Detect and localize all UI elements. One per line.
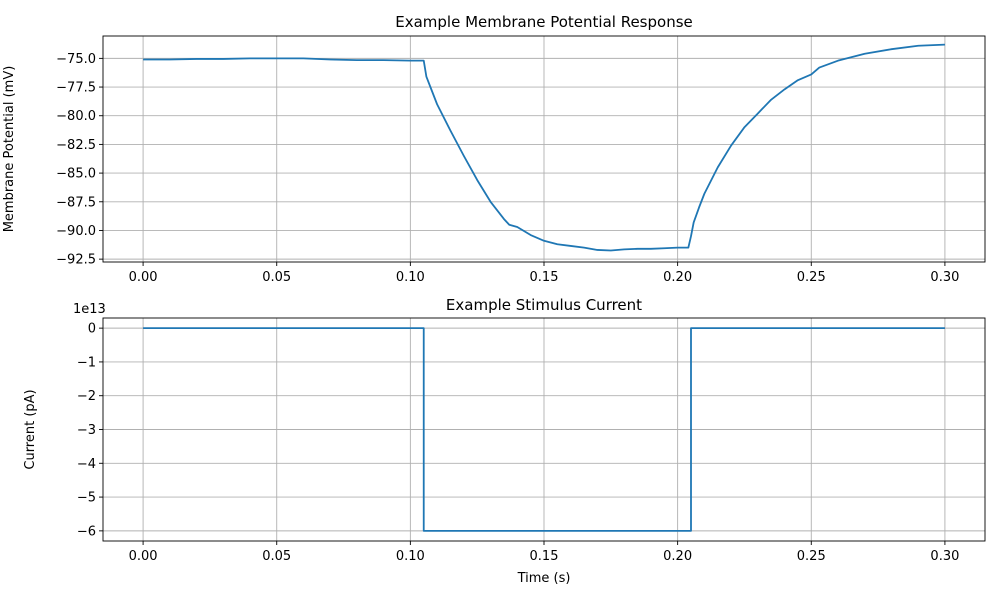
y-axis-label: Membrane Potential (mV) [2, 66, 17, 233]
y-tick-label: −1 [77, 355, 96, 370]
y-tick-label: −4 [77, 457, 96, 472]
y-tick-label: −6 [77, 524, 96, 539]
y-tick-label: −5 [77, 491, 96, 506]
axes-frame [102, 35, 986, 263]
chart-title: Example Stimulus Current [446, 296, 642, 314]
y-tick-label: −75.0 [56, 52, 96, 67]
x-tick-label: 0.20 [663, 549, 692, 564]
y-tick-label: −85.0 [56, 167, 96, 182]
x-tick-label: 0.00 [129, 270, 158, 285]
y-tick-label: 0 [88, 322, 96, 337]
chart-title: Example Membrane Potential Response [395, 13, 693, 31]
membrane-potential-panel: 0.00 0.05 0.10 0.15 0.20 0.25 0.30 −75.0 −77.5 −8… [2, 13, 986, 285]
y-tick-label: −80.0 [56, 109, 96, 124]
x-tick-label: 0.30 [930, 549, 959, 564]
y-axis-label: Current (pA) [23, 389, 38, 469]
x-tick-label: 0.25 [797, 549, 826, 564]
y-tick-label: −90.0 [56, 224, 96, 239]
y-tick-label: −3 [77, 423, 96, 438]
x-tick-label: 0.25 [797, 270, 826, 285]
y-tick-label: −87.5 [56, 195, 96, 210]
stimulus-current-panel: 0.00 0.05 0.10 0.15 0.20 0.25 0.30 0 −1 −2 −3 −4 −5 −… [23, 296, 986, 586]
y-tick-label: −92.5 [56, 253, 96, 268]
y-tick-label: −77.5 [56, 81, 96, 96]
x-tick-label: 0.15 [530, 270, 559, 285]
y-tick-label: −82.5 [56, 138, 96, 153]
x-tick-label: 0.05 [262, 270, 291, 285]
axes-frame [102, 317, 986, 542]
y-tick-label: −2 [77, 389, 96, 404]
x-tick-label: 0.30 [930, 270, 959, 285]
x-tick-label: 0.10 [396, 549, 425, 564]
x-axis-label: Time (s) [517, 571, 571, 586]
x-tick-label: 0.20 [663, 270, 692, 285]
x-tick-label: 0.05 [262, 549, 291, 564]
x-tick-label: 0.00 [129, 549, 158, 564]
x-tick-label: 0.15 [530, 549, 559, 564]
y-offset-label: 1e13 [73, 302, 106, 317]
series-line-0 [143, 43, 945, 252]
series-line-0 [143, 327, 945, 532]
x-tick-label: 0.10 [396, 270, 425, 285]
